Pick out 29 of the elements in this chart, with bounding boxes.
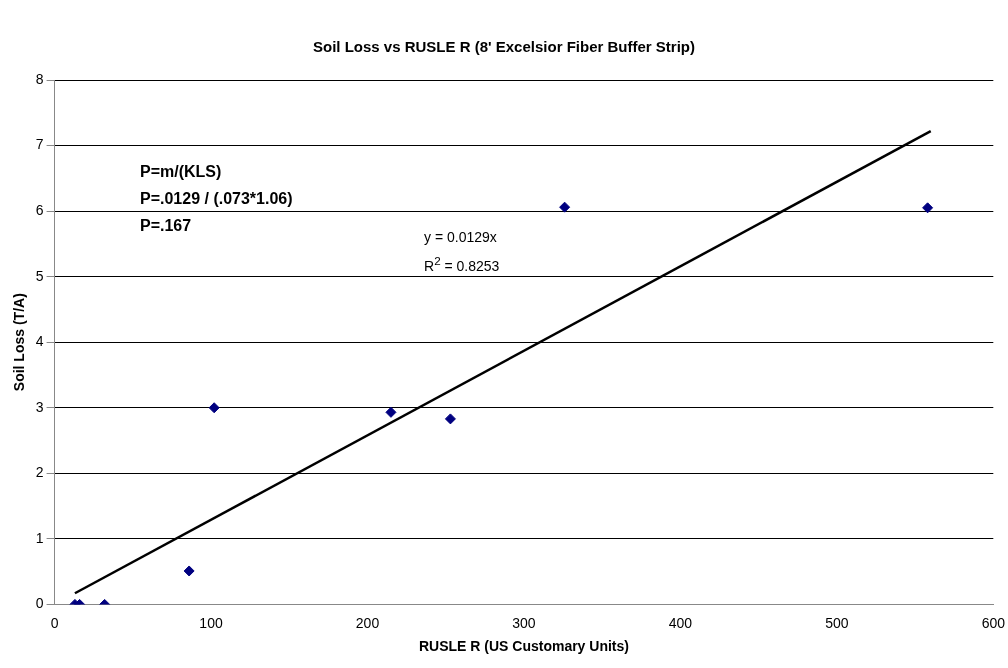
annotation: P=.167 [140,216,193,236]
x-axis-title: RUSLE R (US Customary Units) [418,638,629,655]
chart-title: Soil Loss vs RUSLE R (8' Excelsior Fiber Buffer Strip) [312,38,696,55]
y-tick-label: 0 [35,595,44,612]
point [922,202,934,214]
point [559,201,571,213]
y-tick-label: 7 [35,136,44,153]
x-tick-label: 200 [355,614,380,631]
x-tick-label: 0 [50,614,59,631]
y-tick-label: 1 [35,529,44,546]
annotation: R$^{2}$ = 0.8253 [424,253,500,276]
point [208,402,220,414]
point [385,406,397,418]
x-tick-label: 400 [668,614,693,631]
y-tick-label: 2 [35,464,44,481]
y-tick-label: 3 [35,398,44,415]
x-tick-label: 100 [199,614,223,631]
point [444,413,456,425]
annotation: y = 0.0129x [424,228,498,247]
y-tick-label: 6 [35,201,44,218]
annotation: P=.0129 / (.073*1.06) [140,189,293,209]
x-tick-label: 500 [825,614,849,631]
annotation: P=m/(KLS) [140,162,223,182]
y-tick-label: 4 [35,333,44,350]
x-tick-label: 600 [981,614,1006,631]
x-tick-label: 300 [512,614,536,631]
y-axis-title: Soil Loss (T/A) [11,293,28,392]
y-tick-label: 8 [35,70,44,87]
y-tick-label: 5 [35,267,44,284]
